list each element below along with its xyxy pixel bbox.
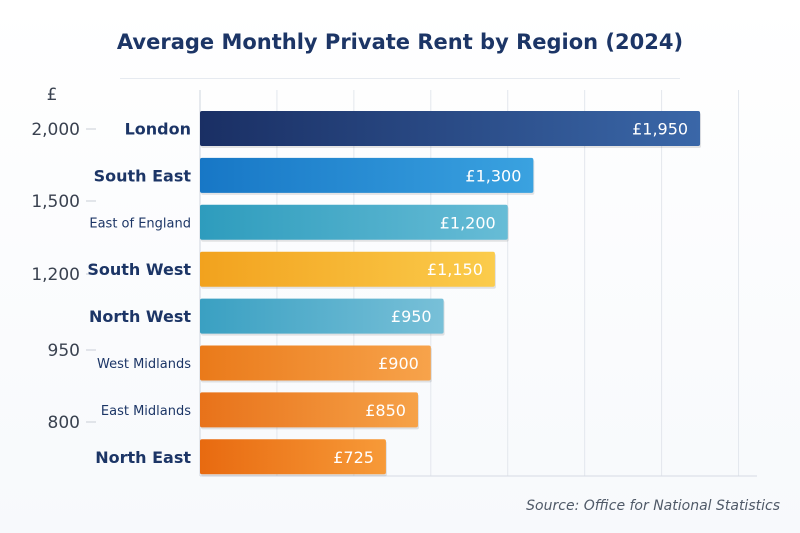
bar-london bbox=[200, 111, 701, 146]
source-note: Source: Office for National Statistics bbox=[526, 498, 780, 514]
value-label: £950 bbox=[391, 307, 432, 326]
chart-title: Average Monthly Private Rent by Region (… bbox=[116, 30, 684, 54]
value-label: £850 bbox=[365, 401, 406, 420]
value-label: £1,300 bbox=[465, 166, 521, 185]
value-label: £900 bbox=[378, 354, 419, 373]
category-label: East Midlands bbox=[101, 404, 191, 419]
y-tick-label: 1,500 bbox=[31, 192, 80, 212]
bar-north-west bbox=[200, 298, 444, 334]
bar-south-west bbox=[200, 251, 495, 287]
y-tick-label: 950 bbox=[48, 341, 80, 361]
value-label: £1,950 bbox=[632, 120, 688, 139]
category-label: North West bbox=[89, 307, 191, 326]
value-label: £1,200 bbox=[440, 213, 496, 232]
y-tick-label: 2,000 bbox=[31, 120, 80, 140]
bar-south-east bbox=[200, 157, 534, 193]
category-label: North East bbox=[95, 448, 191, 467]
title-divider bbox=[120, 78, 680, 79]
category-label: East of England bbox=[89, 216, 191, 231]
bar-north-east bbox=[200, 439, 386, 475]
unit-label: £ bbox=[47, 85, 58, 105]
y-tick-label: 1,200 bbox=[31, 265, 80, 285]
category-label: London bbox=[125, 120, 191, 139]
bar-east-midlands bbox=[200, 392, 418, 428]
category-label: South East bbox=[94, 166, 192, 185]
value-label: £725 bbox=[333, 448, 374, 467]
bar-east-of-england bbox=[200, 204, 508, 240]
category-label: West Midlands bbox=[97, 357, 191, 372]
y-tick-label: 800 bbox=[48, 413, 80, 433]
bar-west-midlands bbox=[200, 345, 431, 381]
category-label: South West bbox=[87, 260, 191, 279]
value-label: £1,150 bbox=[427, 260, 483, 279]
